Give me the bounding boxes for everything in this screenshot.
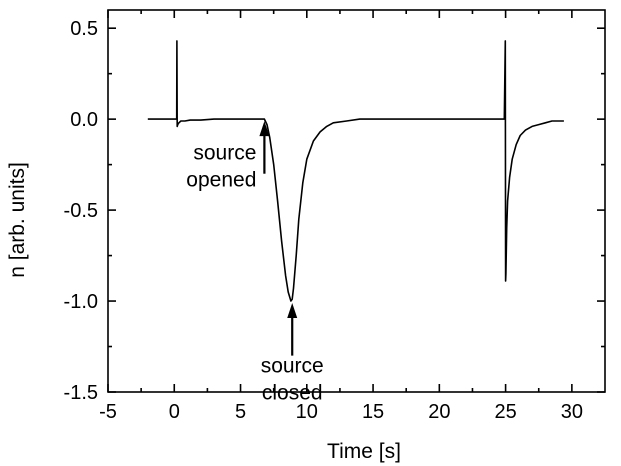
x-tick-label: 5	[235, 401, 246, 423]
y-axis-label: n [arb. units]	[6, 162, 29, 278]
y-tick-label: -1.5	[64, 382, 98, 404]
plot-frame	[107, 9, 606, 393]
y-tick-label: -0.5	[64, 200, 98, 222]
x-axis-label: Time [s]	[327, 440, 401, 463]
x-tick-label: 10	[296, 401, 318, 423]
annotation-closed: source closed	[261, 303, 324, 405]
axis-ticks	[107, 10, 605, 393]
annotation-text: closed	[262, 382, 323, 405]
tick-labels: -5 0 5 10 15 20 25 30 0.5 0.0 -0.5 -1.0 -1.5	[64, 18, 583, 423]
y-tick-label: -1.0	[64, 291, 98, 313]
annotation-arrow-head	[287, 303, 298, 319]
x-tick-label: 15	[362, 401, 384, 423]
series-line	[147, 40, 564, 302]
annotation-opened: source opened	[186, 121, 270, 192]
annotation-text: source	[261, 355, 324, 378]
x-tick-label: 25	[494, 401, 516, 423]
x-tick-label: 20	[428, 401, 450, 423]
annotation-text: source	[193, 142, 256, 165]
x-tick-label: -5	[99, 401, 117, 423]
plot-area	[107, 9, 606, 393]
x-tick-label: 0	[169, 401, 180, 423]
x-tick-label: 30	[561, 401, 583, 423]
annotations: source opened source closed	[186, 121, 324, 405]
annotation-text: opened	[186, 169, 256, 192]
annotation-arrow-head	[259, 121, 270, 137]
y-tick-label: 0.0	[70, 109, 98, 131]
y-tick-label: 0.5	[70, 18, 98, 40]
